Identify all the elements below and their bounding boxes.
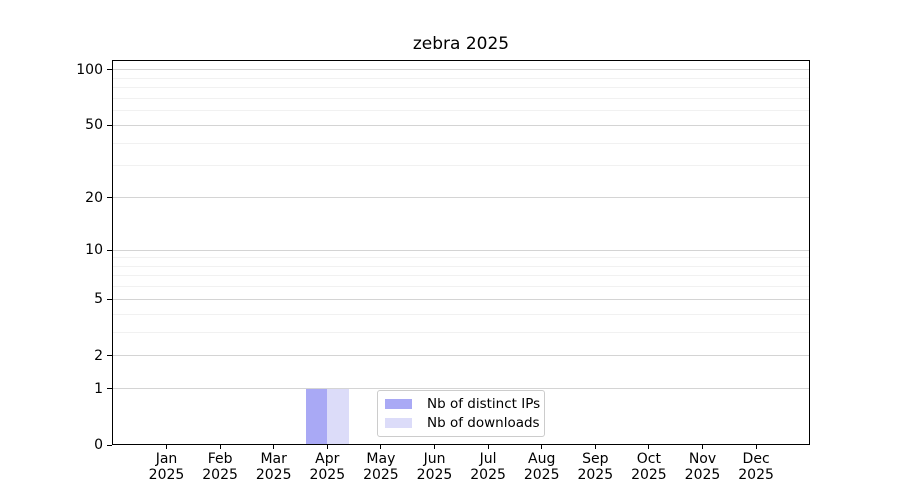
x-tick-mark bbox=[273, 445, 275, 449]
gridline-major bbox=[112, 124, 810, 126]
x-tick-label: Nov 2025 bbox=[684, 451, 721, 483]
y-tick-mark bbox=[107, 124, 112, 126]
legend-item-distinct-ips: Nb of distinct IPs bbox=[385, 395, 540, 414]
x-tick-label: Oct 2025 bbox=[631, 451, 667, 483]
gridline-minor bbox=[112, 110, 810, 112]
y-tick-label: 5 bbox=[94, 291, 103, 308]
legend-label-downloads: Nb of downloads bbox=[427, 414, 540, 431]
x-tick-mark bbox=[380, 445, 382, 449]
x-tick-mark bbox=[487, 445, 489, 449]
legend: Nb of distinct IPs Nb of downloads bbox=[377, 390, 545, 437]
gridline-minor bbox=[112, 165, 810, 167]
y-tick-label: 50 bbox=[85, 117, 103, 134]
legend-label-distinct-ips: Nb of distinct IPs bbox=[427, 395, 541, 412]
y-tick-mark bbox=[107, 355, 112, 357]
x-tick-label: May 2025 bbox=[363, 451, 399, 483]
gridline-minor bbox=[112, 257, 810, 259]
gridline-minor bbox=[112, 265, 810, 267]
x-tick-label: Mar 2025 bbox=[255, 451, 292, 483]
legend-swatch-distinct-ips bbox=[385, 399, 412, 409]
y-tick-mark bbox=[107, 197, 112, 198]
x-tick-label: Sep 2025 bbox=[577, 451, 614, 483]
gridline-minor bbox=[112, 87, 810, 89]
y-tick-mark bbox=[107, 69, 112, 71]
gridline-major bbox=[112, 298, 810, 300]
gridline-major bbox=[112, 197, 810, 198]
y-tick-label: 100 bbox=[76, 61, 103, 78]
x-tick-mark bbox=[219, 445, 221, 449]
x-tick-mark bbox=[594, 445, 596, 449]
y-tick-label: 1 bbox=[94, 380, 103, 397]
gridline-minor bbox=[112, 97, 810, 99]
x-tick-label: Jun 2025 bbox=[416, 451, 453, 483]
x-tick-mark bbox=[541, 445, 543, 449]
x-tick-label: Aug 2025 bbox=[523, 451, 560, 483]
x-tick-mark bbox=[166, 445, 167, 449]
y-tick-mark bbox=[107, 388, 112, 390]
x-tick-mark bbox=[326, 445, 328, 449]
gridline-minor bbox=[112, 77, 810, 79]
gridline-minor bbox=[112, 275, 810, 277]
x-tick-label: Apr 2025 bbox=[309, 451, 346, 483]
y-tick-mark bbox=[107, 298, 112, 300]
gridline-minor bbox=[112, 331, 810, 333]
x-tick-mark bbox=[648, 445, 650, 449]
gridline-major bbox=[112, 388, 810, 390]
legend-item-downloads: Nb of downloads bbox=[385, 414, 540, 433]
y-tick-label: 2 bbox=[94, 347, 103, 364]
gridline-major bbox=[112, 69, 810, 71]
gridline-minor bbox=[112, 313, 810, 315]
legend-swatch-downloads bbox=[385, 418, 412, 428]
bar-downloads bbox=[327, 388, 349, 445]
y-tick-label: 20 bbox=[85, 189, 103, 206]
x-tick-label: Feb 2025 bbox=[202, 451, 238, 483]
chart-title: zebra 2025 bbox=[412, 34, 510, 54]
gridline-major bbox=[112, 249, 810, 251]
y-tick-mark bbox=[107, 444, 112, 446]
x-tick-mark bbox=[755, 445, 757, 449]
x-tick-label: Dec 2025 bbox=[738, 451, 774, 483]
y-tick-mark bbox=[107, 249, 112, 251]
gridline-minor bbox=[112, 286, 810, 288]
gridline-minor bbox=[112, 142, 810, 144]
x-tick-mark bbox=[702, 445, 703, 449]
y-tick-label: 0 bbox=[94, 437, 103, 453]
x-tick-label: Jan 2025 bbox=[148, 451, 185, 483]
y-tick-label: 10 bbox=[85, 242, 103, 259]
x-tick-label: Jul 2025 bbox=[470, 451, 506, 483]
gridline-major bbox=[112, 355, 810, 357]
bar-distinct-ips bbox=[305, 388, 328, 445]
x-tick-mark bbox=[434, 445, 435, 449]
